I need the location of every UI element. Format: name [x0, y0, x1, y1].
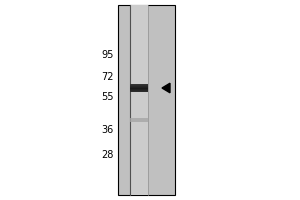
- Text: 55: 55: [101, 92, 114, 102]
- Text: A549: A549: [132, 0, 161, 1]
- Bar: [130, 5, 148, 195]
- Bar: [118, 5, 175, 195]
- Text: 95: 95: [102, 50, 114, 60]
- Polygon shape: [162, 83, 170, 93]
- Text: 72: 72: [101, 72, 114, 82]
- Text: 36: 36: [102, 125, 114, 135]
- Text: 28: 28: [102, 150, 114, 160]
